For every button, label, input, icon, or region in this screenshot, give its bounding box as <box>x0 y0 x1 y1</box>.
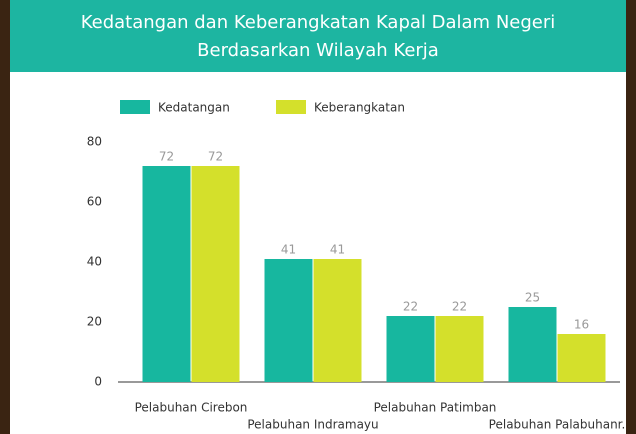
bar <box>386 316 435 382</box>
data-label: 41 <box>281 243 296 257</box>
data-label: 16 <box>574 318 589 332</box>
data-label: 72 <box>159 150 174 164</box>
data-label: 25 <box>525 291 540 305</box>
x-tick-label: Pelabuhan Palabuhanr. <box>489 418 626 432</box>
chart-title: Kedatangan dan Keberangkatan Kapal Dalam… <box>81 12 556 33</box>
data-label: 41 <box>330 243 345 257</box>
x-tick-label: Pelabuhan Patimban <box>374 401 497 415</box>
y-tick-label: 40 <box>87 255 102 269</box>
x-tick-label: Pelabuhan Indramayu <box>247 418 378 432</box>
y-tick-label: 20 <box>87 315 102 329</box>
legend-swatch <box>276 100 306 114</box>
legend-label: Keberangkatan <box>314 101 405 115</box>
bar <box>508 307 557 382</box>
y-tick-label: 60 <box>87 195 102 209</box>
x-tick-label: Pelabuhan Cirebon <box>135 401 248 415</box>
bar <box>313 259 362 382</box>
y-tick-label: 0 <box>94 375 102 389</box>
data-label: 72 <box>208 150 223 164</box>
data-label: 22 <box>403 300 418 314</box>
data-label: 22 <box>452 300 467 314</box>
chart-title: Berdasarkan Wilayah Kerja <box>197 40 439 61</box>
bar <box>557 334 606 382</box>
bar <box>435 316 484 382</box>
bar <box>264 259 313 382</box>
bar <box>191 166 240 382</box>
bar <box>142 166 191 382</box>
y-tick-label: 80 <box>87 135 102 149</box>
legend-label: Kedatangan <box>158 101 230 115</box>
legend-swatch <box>120 100 150 114</box>
title-banner <box>10 0 626 72</box>
